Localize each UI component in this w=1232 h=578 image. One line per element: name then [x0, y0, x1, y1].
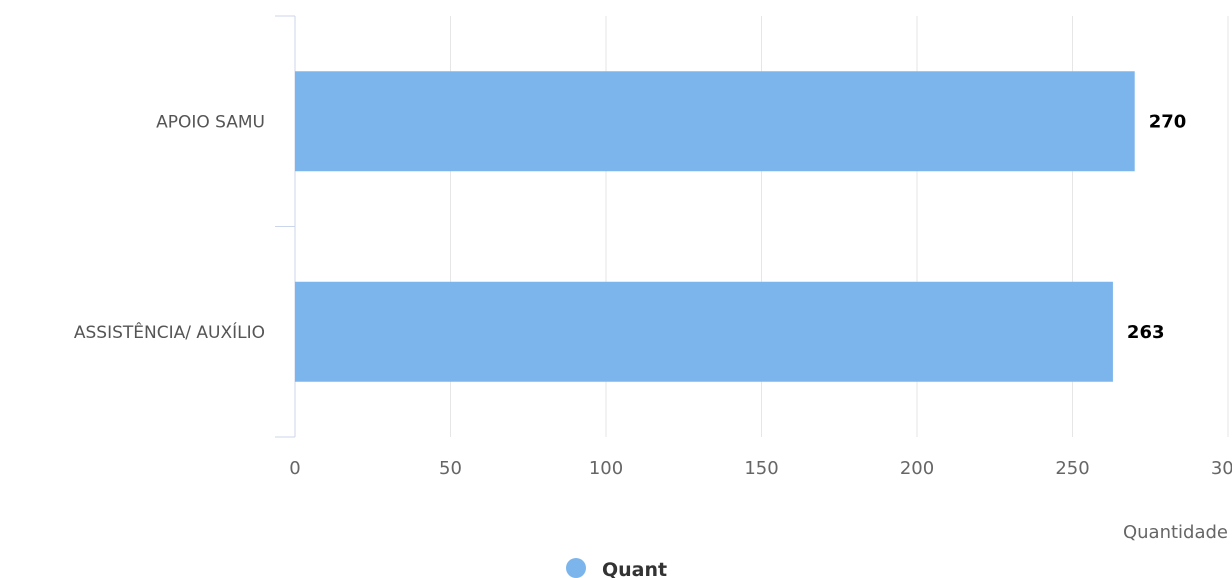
x-tick-label-0: 0 [289, 458, 300, 479]
x-tick-label-150: 150 [744, 458, 778, 479]
x-tick-label-200: 200 [900, 458, 934, 479]
legend-label-quant: Quant [602, 559, 667, 578]
category-axis [275, 15, 296, 438]
data-label-1: 263 [1127, 322, 1165, 343]
x-tick-label-50: 50 [439, 458, 462, 479]
x-axis-title: Quantidade [1123, 522, 1228, 543]
bar-1[interactable] [295, 281, 1113, 382]
x-tick-label-250: 250 [1055, 458, 1089, 479]
labels: 0 50 100 150 200 250 300 APOIO SAMU 270 ASSISTÊNC… [74, 111, 1232, 479]
x-tick-label-100: 100 [589, 458, 623, 479]
category-label-1: ASSISTÊNCIA/ AUXÍLIO [74, 321, 265, 343]
x-tick-label-300: 300 [1211, 458, 1232, 479]
legend-marker [566, 558, 586, 578]
category-label-0: APOIO SAMU [156, 112, 265, 132]
bar-0[interactable] [295, 71, 1135, 172]
legend[interactable]: Quant [566, 558, 667, 578]
bars [295, 71, 1135, 382]
data-label-0: 270 [1149, 111, 1187, 132]
